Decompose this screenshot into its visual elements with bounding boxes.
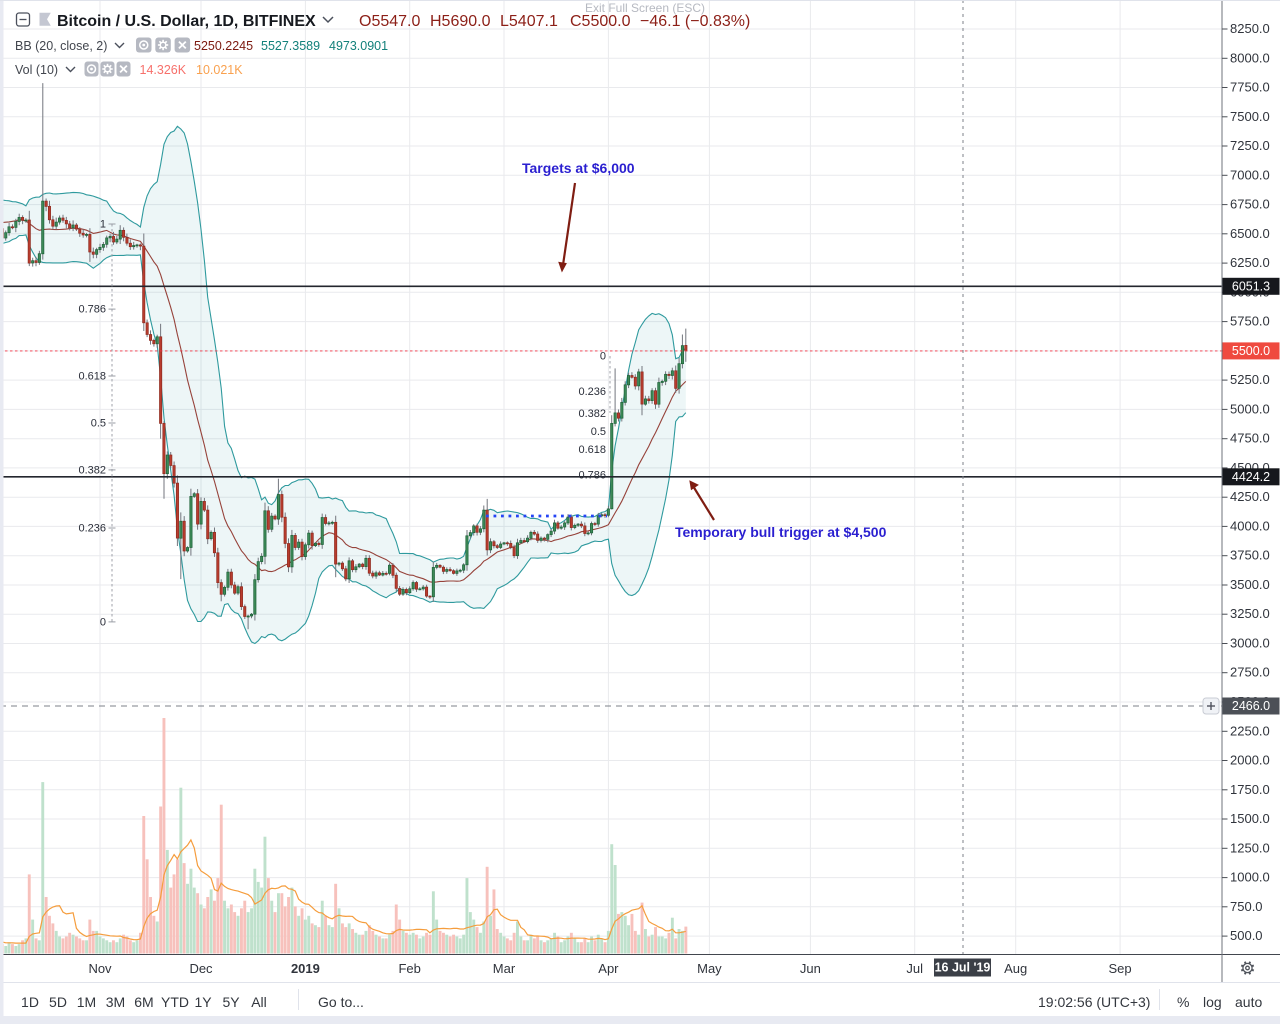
svg-text:5Y: 5Y: [222, 994, 240, 1010]
svg-text:3M: 3M: [106, 994, 125, 1010]
svg-text:1D: 1D: [21, 994, 39, 1010]
svg-text:19:02:56 (UTC+3): 19:02:56 (UTC+3): [1038, 994, 1150, 1010]
svg-text:16 Jul '19: 16 Jul '19: [935, 961, 991, 975]
svg-text:14.326K: 14.326K: [140, 63, 187, 77]
svg-text:2466.0: 2466.0: [1232, 699, 1270, 713]
svg-text:Dec: Dec: [189, 961, 213, 976]
svg-text:Bitcoin / U.S. Dollar, 1D, BIT: Bitcoin / U.S. Dollar, 1D, BITFINEX: [57, 13, 316, 30]
svg-text:7500.0: 7500.0: [1230, 109, 1270, 124]
svg-text:1750.0: 1750.0: [1230, 782, 1270, 797]
svg-text:2019: 2019: [291, 961, 320, 976]
svg-text:Targets at $6,000: Targets at $6,000: [522, 160, 635, 176]
svg-text:0.618: 0.618: [78, 371, 106, 383]
svg-text:6750.0: 6750.0: [1230, 197, 1270, 212]
svg-text:0.382: 0.382: [578, 408, 606, 420]
svg-text:3250.0: 3250.0: [1230, 606, 1270, 621]
svg-text:Apr: Apr: [598, 961, 619, 976]
svg-text:6051.3: 6051.3: [1232, 279, 1270, 293]
svg-text:2750.0: 2750.0: [1230, 665, 1270, 680]
svg-text:2250.0: 2250.0: [1230, 723, 1270, 738]
svg-text:10.021K: 10.021K: [196, 63, 243, 77]
svg-text:1500.0: 1500.0: [1230, 811, 1270, 826]
svg-text:YTD: YTD: [161, 994, 189, 1010]
svg-text:1000.0: 1000.0: [1230, 870, 1270, 885]
svg-text:0: 0: [600, 351, 606, 363]
svg-text:4250.0: 4250.0: [1230, 489, 1270, 504]
svg-text:0.786: 0.786: [78, 304, 106, 316]
svg-text:Temporary bull trigger at $4,5: Temporary bull trigger at $4,500: [675, 524, 887, 540]
svg-text:All: All: [251, 994, 267, 1010]
svg-text:May: May: [697, 961, 722, 976]
svg-text:Jun: Jun: [800, 961, 821, 976]
svg-text:BB (20, close, 2): BB (20, close, 2): [15, 39, 107, 53]
svg-text:log: log: [1203, 994, 1222, 1010]
svg-text:3000.0: 3000.0: [1230, 636, 1270, 651]
svg-text:6M: 6M: [134, 994, 153, 1010]
svg-text:5D: 5D: [49, 994, 67, 1010]
svg-text:8000.0: 8000.0: [1230, 50, 1270, 65]
svg-text:7250.0: 7250.0: [1230, 138, 1270, 153]
svg-text:Feb: Feb: [398, 961, 420, 976]
svg-text:7000.0: 7000.0: [1230, 167, 1270, 182]
svg-text:0.618: 0.618: [578, 444, 606, 456]
svg-text:6500.0: 6500.0: [1230, 226, 1270, 241]
svg-text:0.382: 0.382: [78, 464, 106, 476]
svg-text:7750.0: 7750.0: [1230, 80, 1270, 95]
svg-text:Exit Full Screen (ESC): Exit Full Screen (ESC): [585, 1, 705, 15]
svg-text:3750.0: 3750.0: [1230, 548, 1270, 563]
svg-text:Mar: Mar: [493, 961, 516, 976]
svg-text:5250.0: 5250.0: [1230, 372, 1270, 387]
svg-text:0.236: 0.236: [78, 523, 106, 535]
svg-text:Go to...: Go to...: [318, 994, 364, 1010]
svg-text:auto: auto: [1235, 994, 1262, 1010]
svg-text:2000.0: 2000.0: [1230, 753, 1270, 768]
svg-text:4973.0901: 4973.0901: [329, 39, 388, 53]
svg-text:5527.3589: 5527.3589: [261, 39, 320, 53]
svg-text:1: 1: [100, 219, 106, 231]
svg-text:6250.0: 6250.0: [1230, 255, 1270, 270]
svg-text:Vol (10): Vol (10): [15, 63, 58, 77]
svg-text:4000.0: 4000.0: [1230, 518, 1270, 533]
svg-text:0.786: 0.786: [578, 469, 606, 481]
svg-text:8250.0: 8250.0: [1230, 21, 1270, 36]
svg-text:5500.0: 5500.0: [1232, 344, 1270, 358]
svg-text:Nov: Nov: [88, 961, 112, 976]
svg-text:Aug: Aug: [1004, 961, 1027, 976]
svg-text:1Y: 1Y: [194, 994, 212, 1010]
svg-text:5000.0: 5000.0: [1230, 401, 1270, 416]
svg-text:500.0: 500.0: [1230, 928, 1263, 943]
svg-text:1250.0: 1250.0: [1230, 840, 1270, 855]
svg-text:5250.2245: 5250.2245: [194, 39, 253, 53]
svg-text:5750.0: 5750.0: [1230, 314, 1270, 329]
svg-text:Sep: Sep: [1109, 961, 1132, 976]
svg-text:3500.0: 3500.0: [1230, 577, 1270, 592]
svg-text:0.5: 0.5: [591, 426, 606, 438]
svg-text:0.236: 0.236: [578, 386, 606, 398]
svg-text:Jul: Jul: [906, 961, 923, 976]
svg-text:%: %: [1177, 994, 1189, 1010]
svg-text:0: 0: [100, 616, 106, 628]
svg-text:4424.2: 4424.2: [1232, 470, 1270, 484]
svg-text:4750.0: 4750.0: [1230, 431, 1270, 446]
svg-text:750.0: 750.0: [1230, 899, 1263, 914]
svg-text:0.5: 0.5: [91, 418, 106, 430]
svg-text:1M: 1M: [77, 994, 96, 1010]
